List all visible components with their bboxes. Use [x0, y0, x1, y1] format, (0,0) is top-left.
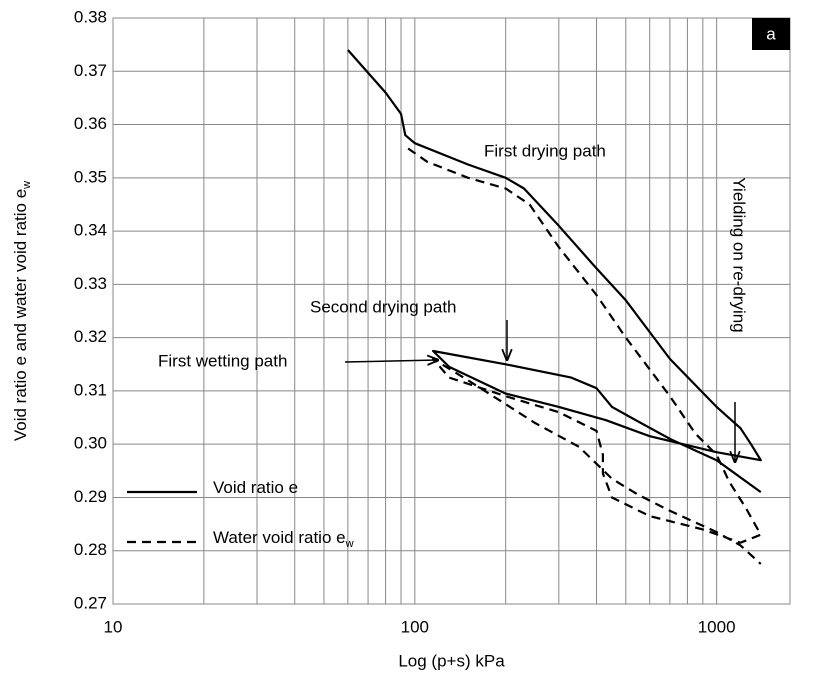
- y-tick-label: 0.29: [74, 487, 107, 506]
- legend-label-sub: w: [345, 538, 354, 550]
- y-axis-label-text: Void ratio e and water void ratio e: [11, 189, 30, 441]
- x-axis-label: Log (p+s) kPa: [398, 651, 505, 670]
- legend-label-text: Water void ratio e: [213, 528, 346, 547]
- y-tick-label: 0.33: [74, 274, 107, 293]
- y-tick-label: 0.36: [74, 114, 107, 133]
- legend-label-text: Void ratio e: [213, 478, 298, 497]
- annotation: Second drying path: [310, 297, 457, 316]
- x-tick-label: 10: [104, 617, 123, 636]
- y-tick-label: 0.35: [74, 167, 107, 186]
- y-tick-label: 0.34: [74, 221, 107, 240]
- y-tick-label: 0.38: [74, 7, 107, 26]
- y-tick-label: 0.28: [74, 540, 107, 559]
- y-tick-label: 0.31: [74, 380, 107, 399]
- y-axis-label-sub: w: [21, 181, 33, 190]
- annotation: Yielding on re-drying: [730, 177, 749, 332]
- x-tick-label: 100: [401, 617, 429, 636]
- series-line: [347, 49, 762, 493]
- y-tick-label: 0.32: [74, 327, 107, 346]
- legend-label: Water void ratio ew: [213, 528, 354, 549]
- annotation: First wetting path: [158, 351, 287, 370]
- plot-frame: [112, 17, 791, 605]
- arrow: [344, 360, 438, 362]
- y-tick-label: 0.27: [74, 593, 107, 612]
- x-tick-label: 1000: [698, 617, 736, 636]
- y-tick-label: 0.37: [74, 61, 107, 80]
- panel-label-box: [752, 18, 790, 50]
- annotation: First drying path: [484, 141, 606, 160]
- plot: [347, 49, 762, 565]
- legend-label: Void ratio e: [213, 478, 298, 497]
- panel-label: a: [766, 24, 776, 43]
- y-tick-label: 0.30: [74, 434, 107, 453]
- y-axis-label: Void ratio e and water void ratio ew: [11, 181, 32, 441]
- series-line: [407, 147, 762, 565]
